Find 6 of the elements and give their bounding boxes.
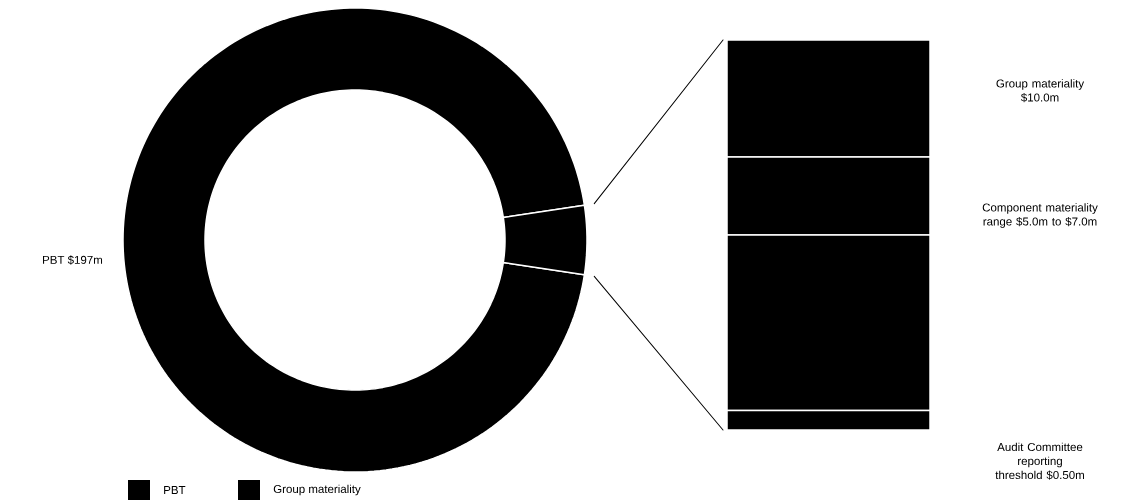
legend-label: PBT	[164, 486, 186, 494]
legend-label: Group materiality	[273, 484, 361, 496]
text: PBT $197m	[43, 255, 103, 265]
text: Group materiality $10.0m	[996, 79, 1085, 103]
text: Audit Committee reporting threshold $0.50m	[995, 442, 1084, 480]
text: Component materiality range $5.0m to $7.0m	[982, 203, 1098, 228]
